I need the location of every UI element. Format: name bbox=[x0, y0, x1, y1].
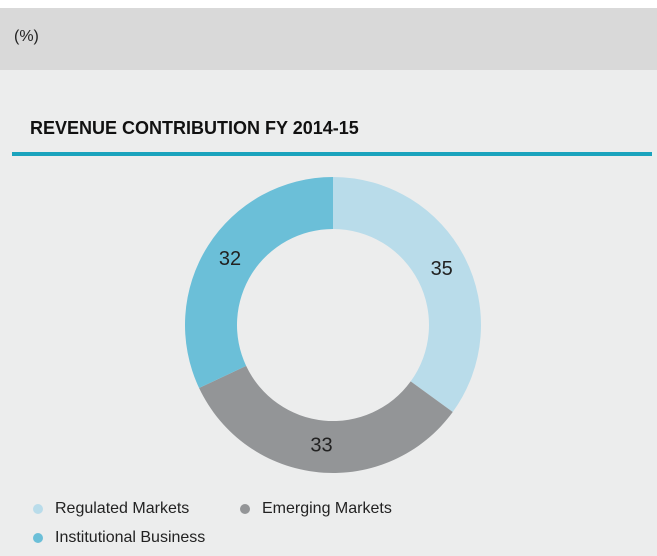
panel bbox=[0, 8, 657, 556]
data-label: 35 bbox=[431, 258, 453, 280]
legend-swatch bbox=[33, 533, 43, 543]
data-label: 32 bbox=[219, 248, 241, 270]
legend-label: Regulated Markets bbox=[55, 500, 189, 517]
unit-bar bbox=[0, 8, 657, 70]
legend-label: Emerging Markets bbox=[262, 500, 392, 517]
chart-title: REVENUE CONTRIBUTION FY 2014-15 bbox=[30, 118, 359, 138]
title-rule bbox=[12, 152, 652, 156]
data-label: 33 bbox=[310, 435, 332, 457]
legend-swatch bbox=[33, 504, 43, 514]
slice bbox=[184, 177, 333, 389]
legend-swatch bbox=[240, 504, 250, 514]
unit-label: (%) bbox=[14, 28, 39, 45]
legend-label: Institutional Business bbox=[55, 529, 205, 546]
slice bbox=[199, 365, 453, 474]
slice bbox=[333, 177, 481, 412]
